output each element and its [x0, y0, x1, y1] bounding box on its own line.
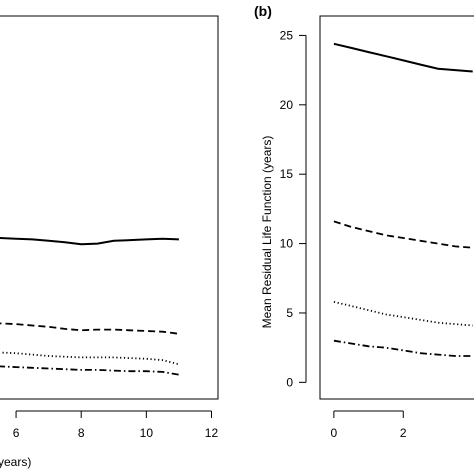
panel-b-y-axis: 0 5 10 15 20 25 [280, 28, 307, 389]
panel-b-label: (b) [254, 3, 272, 19]
panel-a-x-tick-label: 10 [140, 426, 154, 440]
panel-b-series-group [333, 42, 473, 357]
panel-b-y-tick-label: 20 [280, 98, 294, 112]
panel-a-series-solid-line [0, 237, 179, 246]
panel-a-x-axis-label: (years) [0, 455, 31, 469]
panel-b-plot-frame [319, 15, 474, 400]
panel-b-series-dashed-line [333, 220, 473, 249]
panel-b-y-tick-label: 5 [286, 306, 293, 320]
panel-b-series-dotdash-line [333, 339, 473, 357]
panel-b-y-axis-label: Mean Residual Life Function (years) [260, 136, 274, 329]
panel-b-x-tick-label: 2 [400, 426, 407, 440]
panel-b-series-solid-line [333, 42, 473, 73]
panel-a-series-dotdash-line [0, 365, 180, 376]
panel-a-x-tick-label: 8 [78, 426, 85, 440]
panel-b-y-tick-label: 0 [286, 375, 293, 389]
panel-a-x-axis: 6 8 10 12 [13, 410, 219, 440]
panel-a-series-dashed-line [0, 322, 180, 335]
panel-a-plot-frame [0, 15, 219, 400]
panel-b-series-dotted-line [333, 301, 473, 327]
panel-a-x-tick-label: 12 [205, 426, 219, 440]
panel-a: 6 8 10 12 (years) [0, 15, 219, 469]
panel-b-x-tick-label: 0 [331, 426, 338, 440]
panel-a-series-dotted-line [0, 351, 180, 366]
panel-b-y-tick-label: 10 [280, 237, 294, 251]
panel-b-y-tick-label: 25 [280, 28, 294, 42]
panel-a-series-group [0, 237, 180, 376]
panel-b-y-tick-label: 15 [280, 167, 294, 181]
panel-a-x-tick-label: 6 [13, 426, 20, 440]
